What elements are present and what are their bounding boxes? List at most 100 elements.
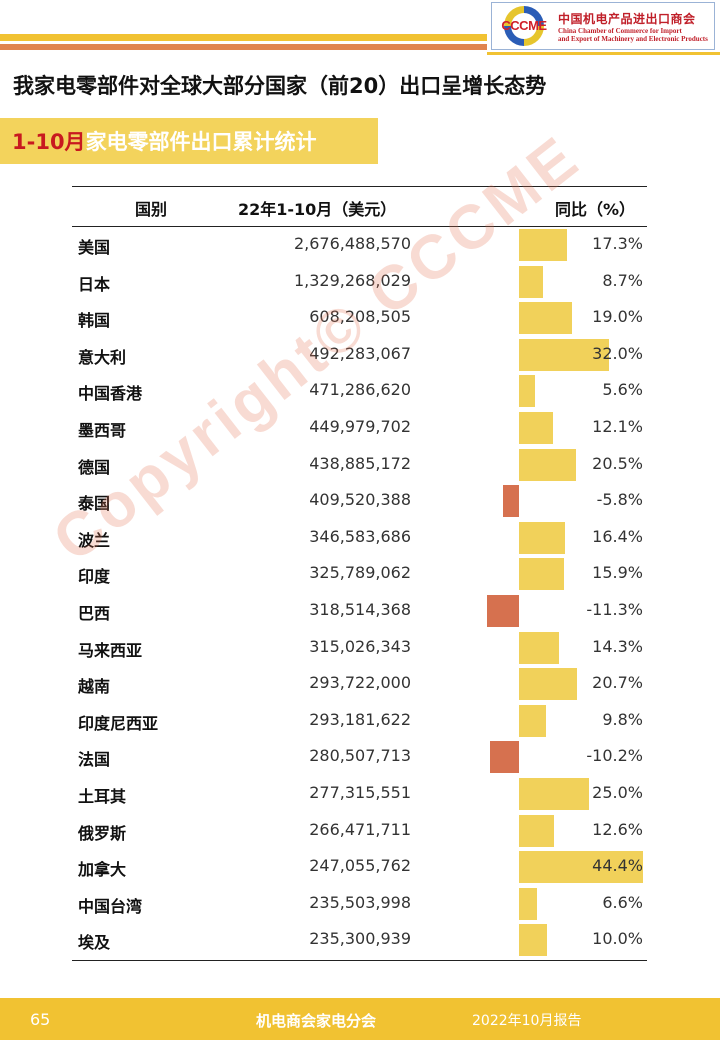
yoy-bar xyxy=(519,338,609,371)
yoy-bar xyxy=(502,485,519,518)
country-cell: 越南 xyxy=(78,677,111,697)
yoy-cell: 20.5% xyxy=(592,453,643,473)
subtitle-period: 1-10月 xyxy=(12,130,86,154)
export-value-cell: 608,208,505 xyxy=(309,307,411,327)
export-value-cell: 293,181,622 xyxy=(309,709,411,729)
yoy-bar xyxy=(519,521,565,554)
country-cell: 泰国 xyxy=(78,494,111,514)
yoy-cell: 5.6% xyxy=(602,380,643,400)
country-cell: 德国 xyxy=(78,457,111,477)
yoy-bar xyxy=(519,448,577,481)
export-value-cell: 492,283,067 xyxy=(309,343,411,363)
yoy-cell: 20.7% xyxy=(592,673,643,693)
table-top-rule xyxy=(72,186,647,187)
section-subtitle: 1-10月 家电零部件出口累计统计 xyxy=(0,118,378,164)
header-stripe-orange xyxy=(0,44,487,50)
table-row: 巴西 318,514,368 -11.3% xyxy=(72,593,647,629)
export-value-cell: 449,979,702 xyxy=(309,417,411,436)
yoy-bar xyxy=(519,778,589,810)
yoy-cell: 16.4% xyxy=(592,526,643,546)
cccme-emblem-icon: CCCME xyxy=(496,6,552,46)
export-value-cell: 471,286,620 xyxy=(309,380,411,400)
export-value-cell: 1,329,268,029 xyxy=(293,270,411,290)
yoy-cell: 14.3% xyxy=(592,636,643,656)
country-cell: 埃及 xyxy=(78,933,111,953)
yoy-cell: 15.9% xyxy=(592,563,643,583)
country-cell: 加拿大 xyxy=(78,860,127,880)
country-cell: 俄罗斯 xyxy=(78,823,127,843)
export-value-cell: 247,055,762 xyxy=(309,856,411,876)
yoy-cell: 8.7% xyxy=(602,270,643,290)
yoy-cell: 25.0% xyxy=(592,783,643,802)
yoy-bar xyxy=(519,887,538,920)
header-stripe-yellow xyxy=(0,34,487,41)
country-cell: 日本 xyxy=(78,274,111,294)
country-cell: 韩国 xyxy=(78,311,111,331)
yoy-cell: 10.0% xyxy=(592,929,643,949)
header-export-value: 22年1-10月（美元） xyxy=(238,200,397,219)
table-row: 日本 1,329,268,029 8.7% xyxy=(72,264,647,300)
org-name-en-1: China Chamber of Commerce for Import xyxy=(558,26,682,35)
export-value-cell: 277,315,551 xyxy=(309,783,411,802)
subtitle-text: 家电零部件出口累计统计 xyxy=(85,130,317,154)
header-yoy: 同比（%） xyxy=(555,200,636,219)
yoy-bar xyxy=(519,375,535,408)
table-row: 韩国 608,208,505 19.0% xyxy=(72,300,647,336)
country-cell: 中国台湾 xyxy=(78,896,143,916)
table-row: 中国台湾 235,503,998 6.6% xyxy=(72,886,647,922)
table-row: 意大利 492,283,067 32.0% xyxy=(72,337,647,373)
export-value-cell: 438,885,172 xyxy=(309,453,411,473)
yoy-bar xyxy=(519,924,547,957)
export-value-cell: 318,514,368 xyxy=(309,600,411,619)
table-row: 德国 438,885,172 20.5% xyxy=(72,447,647,483)
yoy-cell: 44.4% xyxy=(592,856,643,876)
table-row: 埃及 235,300,939 10.0% xyxy=(72,922,647,958)
table-row: 印度 325,789,062 15.9% xyxy=(72,556,647,592)
export-value-cell: 2,676,488,570 xyxy=(293,234,411,253)
table-header-rule xyxy=(72,226,647,227)
yoy-bar xyxy=(490,741,519,774)
yoy-bar xyxy=(519,814,555,847)
country-cell: 巴西 xyxy=(78,604,111,623)
export-value-cell: 409,520,388 xyxy=(309,490,411,510)
yoy-bar xyxy=(519,704,547,737)
yoy-cell: 12.1% xyxy=(592,417,643,436)
country-cell: 波兰 xyxy=(78,530,111,550)
yoy-cell: 12.6% xyxy=(592,819,643,839)
yoy-bar xyxy=(519,265,544,298)
table-bottom-rule xyxy=(72,960,647,961)
yoy-bar xyxy=(519,302,573,335)
table-row: 土耳其 277,315,551 25.0% xyxy=(72,776,647,812)
footer-org: 机电商会家电分会 xyxy=(256,1012,377,1030)
export-value-cell: 315,026,343 xyxy=(309,636,411,656)
country-cell: 印度尼西亚 xyxy=(78,713,159,733)
country-cell: 中国香港 xyxy=(78,384,143,404)
table-row: 越南 293,722,000 20.7% xyxy=(72,666,647,702)
export-value-cell: 325,789,062 xyxy=(309,563,411,583)
header-stripe-right xyxy=(487,52,720,55)
yoy-bar xyxy=(519,558,564,591)
yoy-bar xyxy=(487,595,519,627)
country-cell: 墨西哥 xyxy=(78,421,127,440)
yoy-bar xyxy=(519,229,568,261)
yoy-bar xyxy=(519,412,553,444)
country-cell: 法国 xyxy=(78,750,111,770)
table-row: 波兰 346,583,686 16.4% xyxy=(72,520,647,556)
org-name-cn: 中国机电产品进出口商会 xyxy=(558,11,696,26)
yoy-cell: 9.8% xyxy=(602,709,643,729)
yoy-cell: -11.3% xyxy=(586,600,643,619)
header-country: 国别 xyxy=(135,200,168,219)
footer: 65 机电商会家电分会 2022年10月报告 xyxy=(0,998,720,1040)
country-cell: 美国 xyxy=(78,238,111,257)
org-name-en-2: and Export of Machinery and Electronic P… xyxy=(558,34,708,43)
table-row: 印度尼西亚 293,181,622 9.8% xyxy=(72,703,647,739)
table-row: 马来西亚 315,026,343 14.3% xyxy=(72,630,647,666)
country-cell: 意大利 xyxy=(78,347,127,367)
table-row: 墨西哥 449,979,702 12.1% xyxy=(72,410,647,446)
table-row: 美国 2,676,488,570 17.3% xyxy=(72,227,647,263)
yoy-cell: -5.8% xyxy=(596,490,643,510)
yoy-cell: 19.0% xyxy=(592,307,643,327)
export-value-cell: 235,503,998 xyxy=(309,892,411,912)
table-row: 俄罗斯 266,471,711 12.6% xyxy=(72,813,647,849)
cccme-logo: CCCME 中国机电产品进出口商会 China Chamber of Comme… xyxy=(491,2,715,50)
